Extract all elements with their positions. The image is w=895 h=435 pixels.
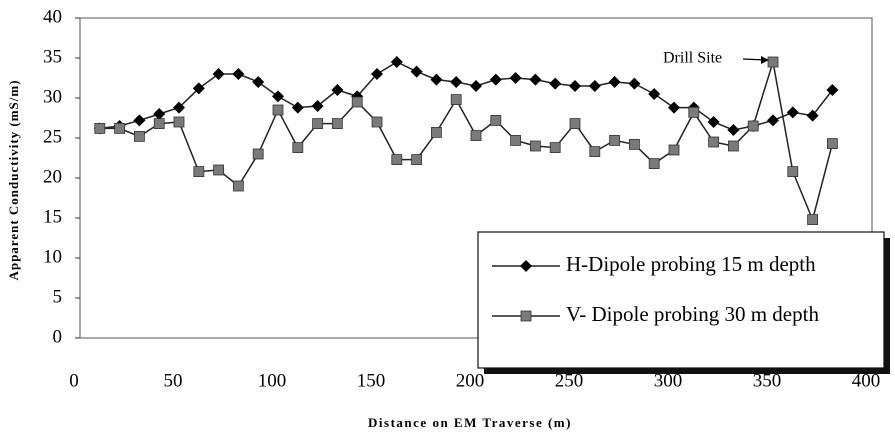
square-marker <box>252 148 264 160</box>
square-marker <box>708 136 719 148</box>
square-marker <box>767 56 779 68</box>
x-tick-label: 350 <box>753 370 782 391</box>
diamond-marker <box>450 76 463 88</box>
square-marker <box>351 96 363 108</box>
diamond-marker <box>628 77 641 90</box>
y-tick-label: 20 <box>43 166 62 187</box>
square-marker <box>213 164 225 176</box>
square-marker <box>450 94 462 105</box>
diamond-marker <box>133 114 146 127</box>
square-marker <box>807 214 818 226</box>
diamond-marker <box>192 82 205 95</box>
square-marker <box>312 118 324 129</box>
diamond-marker <box>668 101 680 114</box>
y-tick-label: 0 <box>53 326 63 347</box>
square-marker <box>133 130 145 142</box>
diamond-marker <box>707 116 720 128</box>
legend-box <box>477 231 885 369</box>
diamond-marker <box>608 76 621 88</box>
diamond-marker <box>272 90 284 103</box>
diamond-marker <box>588 80 601 92</box>
diamond-marker <box>390 56 403 68</box>
x-tick-label: 150 <box>357 370 386 391</box>
diamond-marker <box>153 108 166 120</box>
diamond-marker <box>252 76 265 88</box>
square-marker <box>747 120 759 132</box>
y-tick-label: 30 <box>43 86 62 107</box>
square-marker <box>292 142 304 154</box>
diamond-marker <box>648 88 661 100</box>
diamond-marker <box>311 100 324 112</box>
square-marker <box>549 142 561 154</box>
diamond-marker <box>509 72 522 84</box>
y-tick-label: 5 <box>53 286 63 307</box>
square-marker <box>589 146 601 158</box>
x-axis-label: Distance on EM Traverse (m) <box>368 415 572 430</box>
arrow-head <box>761 56 769 64</box>
square-marker <box>510 134 522 146</box>
x-tick-label: 50 <box>164 370 183 391</box>
square-marker <box>173 116 185 128</box>
diamond-marker <box>520 260 532 272</box>
square-marker <box>728 140 739 152</box>
diamond-marker <box>371 68 383 80</box>
diamond-marker <box>291 101 304 114</box>
square-marker <box>331 118 343 129</box>
diamond-marker <box>212 68 225 80</box>
y-tick-label: 35 <box>43 46 62 67</box>
square-marker <box>430 127 442 138</box>
diamond-marker <box>470 80 482 92</box>
square-marker <box>629 138 640 150</box>
square-marker <box>520 310 532 322</box>
legend-label: H-Dipole probing 15 m depth <box>566 252 816 276</box>
square-marker <box>827 138 838 150</box>
diamond-marker <box>727 124 740 136</box>
square-marker <box>569 118 581 129</box>
annotation: Drill Site <box>663 50 722 67</box>
square-marker <box>153 118 165 129</box>
y-tick-label: 15 <box>43 206 62 227</box>
diamond-marker <box>549 77 562 90</box>
diamond-marker <box>489 73 502 86</box>
diamond-marker <box>569 80 581 92</box>
x-tick-label: 100 <box>258 370 287 391</box>
square-marker <box>193 166 205 178</box>
diamond-marker <box>410 65 423 78</box>
legend-label: V- Dipole probing 30 m depth <box>566 302 819 326</box>
x-tick-label: 250 <box>555 370 584 391</box>
diamond-marker <box>331 84 344 96</box>
square-marker <box>688 107 700 118</box>
x-tick-label: 400 <box>852 370 881 391</box>
square-marker <box>609 134 620 146</box>
diamond-marker <box>806 109 819 122</box>
square-marker <box>530 140 541 152</box>
square-marker <box>490 115 502 126</box>
x-tick-label: 200 <box>456 370 485 391</box>
square-marker <box>470 130 482 142</box>
y-tick-label: 40 <box>43 6 62 27</box>
square-marker <box>371 116 383 128</box>
square-marker <box>391 154 403 166</box>
square-marker <box>272 104 284 116</box>
square-marker <box>648 158 660 170</box>
diamond-marker <box>767 114 779 127</box>
x-tick-label: 300 <box>654 370 683 391</box>
diamond-marker <box>430 73 443 86</box>
y-axis-label: Apparent Conductivity (mS/m) <box>6 79 21 280</box>
x-tick-label: 0 <box>69 370 79 391</box>
diamond-marker <box>529 73 542 86</box>
square-marker <box>411 154 423 166</box>
diamond-marker <box>173 101 185 114</box>
square-marker <box>114 123 125 134</box>
y-tick-label: 25 <box>43 126 62 147</box>
square-marker <box>94 123 106 134</box>
square-marker <box>232 180 244 192</box>
diamond-marker <box>232 68 245 80</box>
square-marker <box>668 144 680 156</box>
y-tick-label: 10 <box>43 246 62 267</box>
square-marker <box>787 166 799 178</box>
diamond-marker <box>826 84 839 96</box>
diamond-marker <box>786 106 799 119</box>
